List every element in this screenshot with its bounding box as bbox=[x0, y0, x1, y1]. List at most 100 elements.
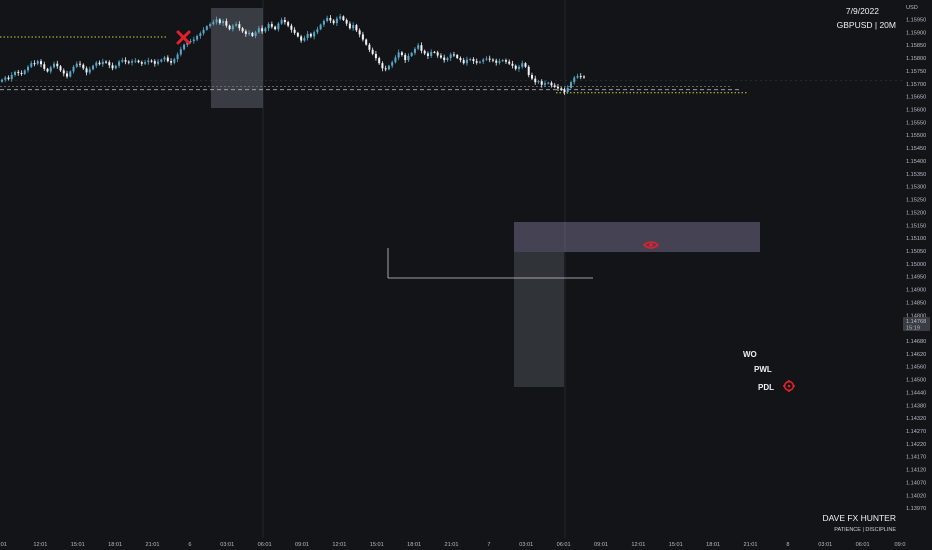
candle-body bbox=[196, 35, 199, 40]
candle-body bbox=[274, 26, 277, 30]
time-tick-label: 21:01 bbox=[744, 542, 758, 548]
price-tick-label: 1.15800 bbox=[906, 56, 926, 62]
candle-body bbox=[131, 61, 134, 63]
price-tick-label: 1.15300 bbox=[906, 185, 926, 191]
candle-body bbox=[205, 26, 208, 30]
price-tick-label: 1.15600 bbox=[906, 108, 926, 114]
candle-body bbox=[215, 19, 218, 23]
candle-body bbox=[231, 25, 234, 30]
candle-body bbox=[456, 54, 459, 59]
candle-body bbox=[540, 81, 543, 85]
candle-body bbox=[199, 33, 202, 36]
candle-body bbox=[264, 28, 267, 32]
candle-body bbox=[166, 57, 169, 62]
candle-body bbox=[270, 24, 273, 27]
candle-body bbox=[147, 60, 150, 63]
candle-body bbox=[53, 63, 56, 68]
candle-body bbox=[150, 60, 153, 62]
candle-body bbox=[426, 53, 429, 56]
candle-body bbox=[355, 25, 358, 31]
candle-body bbox=[267, 24, 270, 29]
price-tick-label: 1.14170 bbox=[906, 455, 926, 461]
price-tick-label: 1.15050 bbox=[906, 249, 926, 255]
price-tick-label: 1.15000 bbox=[906, 262, 926, 268]
candle-body bbox=[157, 61, 160, 64]
candle-body bbox=[23, 70, 26, 74]
candle-body bbox=[443, 57, 446, 61]
candle-body bbox=[218, 19, 221, 24]
price-tick-label: 1.15350 bbox=[906, 172, 926, 178]
candle-body bbox=[105, 61, 108, 63]
candle-body bbox=[257, 28, 260, 33]
level-label-pdl: PDL bbox=[758, 383, 774, 392]
candle-body bbox=[400, 52, 403, 55]
candle-body bbox=[504, 60, 507, 62]
price-tick-label: 1.14270 bbox=[906, 429, 926, 435]
candle-body bbox=[59, 66, 62, 71]
candle-body bbox=[17, 71, 20, 73]
candle-body bbox=[173, 59, 176, 63]
candle-body bbox=[491, 59, 494, 61]
time-tick-label: 12:01 bbox=[631, 542, 645, 548]
price-tick-label: 1.15500 bbox=[906, 133, 926, 139]
candle-body bbox=[69, 71, 72, 77]
time-tick-label: 09:01 bbox=[295, 542, 309, 548]
candle-body bbox=[118, 61, 121, 66]
candle-body bbox=[459, 58, 462, 61]
zones bbox=[0, 8, 760, 387]
candle-body bbox=[339, 16, 342, 19]
eye-icon bbox=[642, 241, 660, 249]
time-tick-label: 6 bbox=[188, 542, 191, 548]
candle-body bbox=[384, 68, 387, 70]
candle-body bbox=[472, 59, 475, 62]
candle-body bbox=[530, 75, 533, 79]
candle-body bbox=[368, 44, 371, 50]
candle-body bbox=[40, 61, 43, 65]
time-tick-label: 03:01 bbox=[519, 542, 533, 548]
price-tick-label: 1.14020 bbox=[906, 493, 926, 499]
candle-body bbox=[436, 52, 439, 56]
candle-body bbox=[160, 59, 163, 62]
header-symbol: GBPUSD | 20M bbox=[837, 20, 896, 30]
candle-body bbox=[517, 66, 520, 69]
candle-body bbox=[277, 23, 280, 30]
candle-body bbox=[569, 82, 573, 88]
candle-body bbox=[49, 67, 52, 72]
candle-body bbox=[446, 58, 449, 61]
candle-body bbox=[423, 50, 426, 54]
candle-body bbox=[306, 33, 309, 39]
candle-body bbox=[342, 16, 345, 21]
candle-body bbox=[309, 33, 312, 37]
candle-body bbox=[391, 62, 394, 66]
candle-body bbox=[410, 52, 413, 56]
candle-body bbox=[537, 81, 540, 83]
candle-body bbox=[140, 62, 143, 64]
candle-body bbox=[387, 65, 390, 70]
price-tick-label: 1.15700 bbox=[906, 82, 926, 88]
candle-body bbox=[420, 45, 423, 51]
price-tick-label: 1.15750 bbox=[906, 69, 926, 75]
price-tick-label: 1.15100 bbox=[906, 236, 926, 242]
candle-body bbox=[293, 29, 296, 33]
candle-body bbox=[46, 68, 49, 72]
candle-body bbox=[348, 23, 351, 29]
time-axis[interactable]: :01 12:01 15:01 18:01 21:01 6 03:01 06:01 09:01 1… bbox=[0, 542, 905, 548]
price-tick-label: 1.15850 bbox=[906, 43, 926, 49]
candle-body bbox=[469, 59, 472, 61]
price-axis[interactable]: 1.15950 1.15900 1.15850 1.15800 1.15750 1.157… bbox=[906, 18, 926, 513]
candle-body bbox=[290, 25, 293, 30]
candle-body bbox=[88, 69, 91, 73]
candle-body bbox=[566, 87, 569, 92]
candle-body bbox=[407, 55, 410, 61]
candle-body bbox=[111, 65, 114, 69]
candle-body bbox=[33, 63, 36, 65]
candle-body bbox=[332, 20, 335, 24]
candle-body bbox=[378, 58, 381, 64]
candle-body bbox=[449, 54, 452, 59]
price-tick-label: 1.14070 bbox=[906, 480, 926, 486]
candle-body bbox=[36, 61, 39, 64]
time-tick-label: 15:01 bbox=[370, 542, 384, 548]
candle-body bbox=[329, 17, 332, 21]
svg-text:1.14768: 1.14768 bbox=[906, 319, 926, 325]
